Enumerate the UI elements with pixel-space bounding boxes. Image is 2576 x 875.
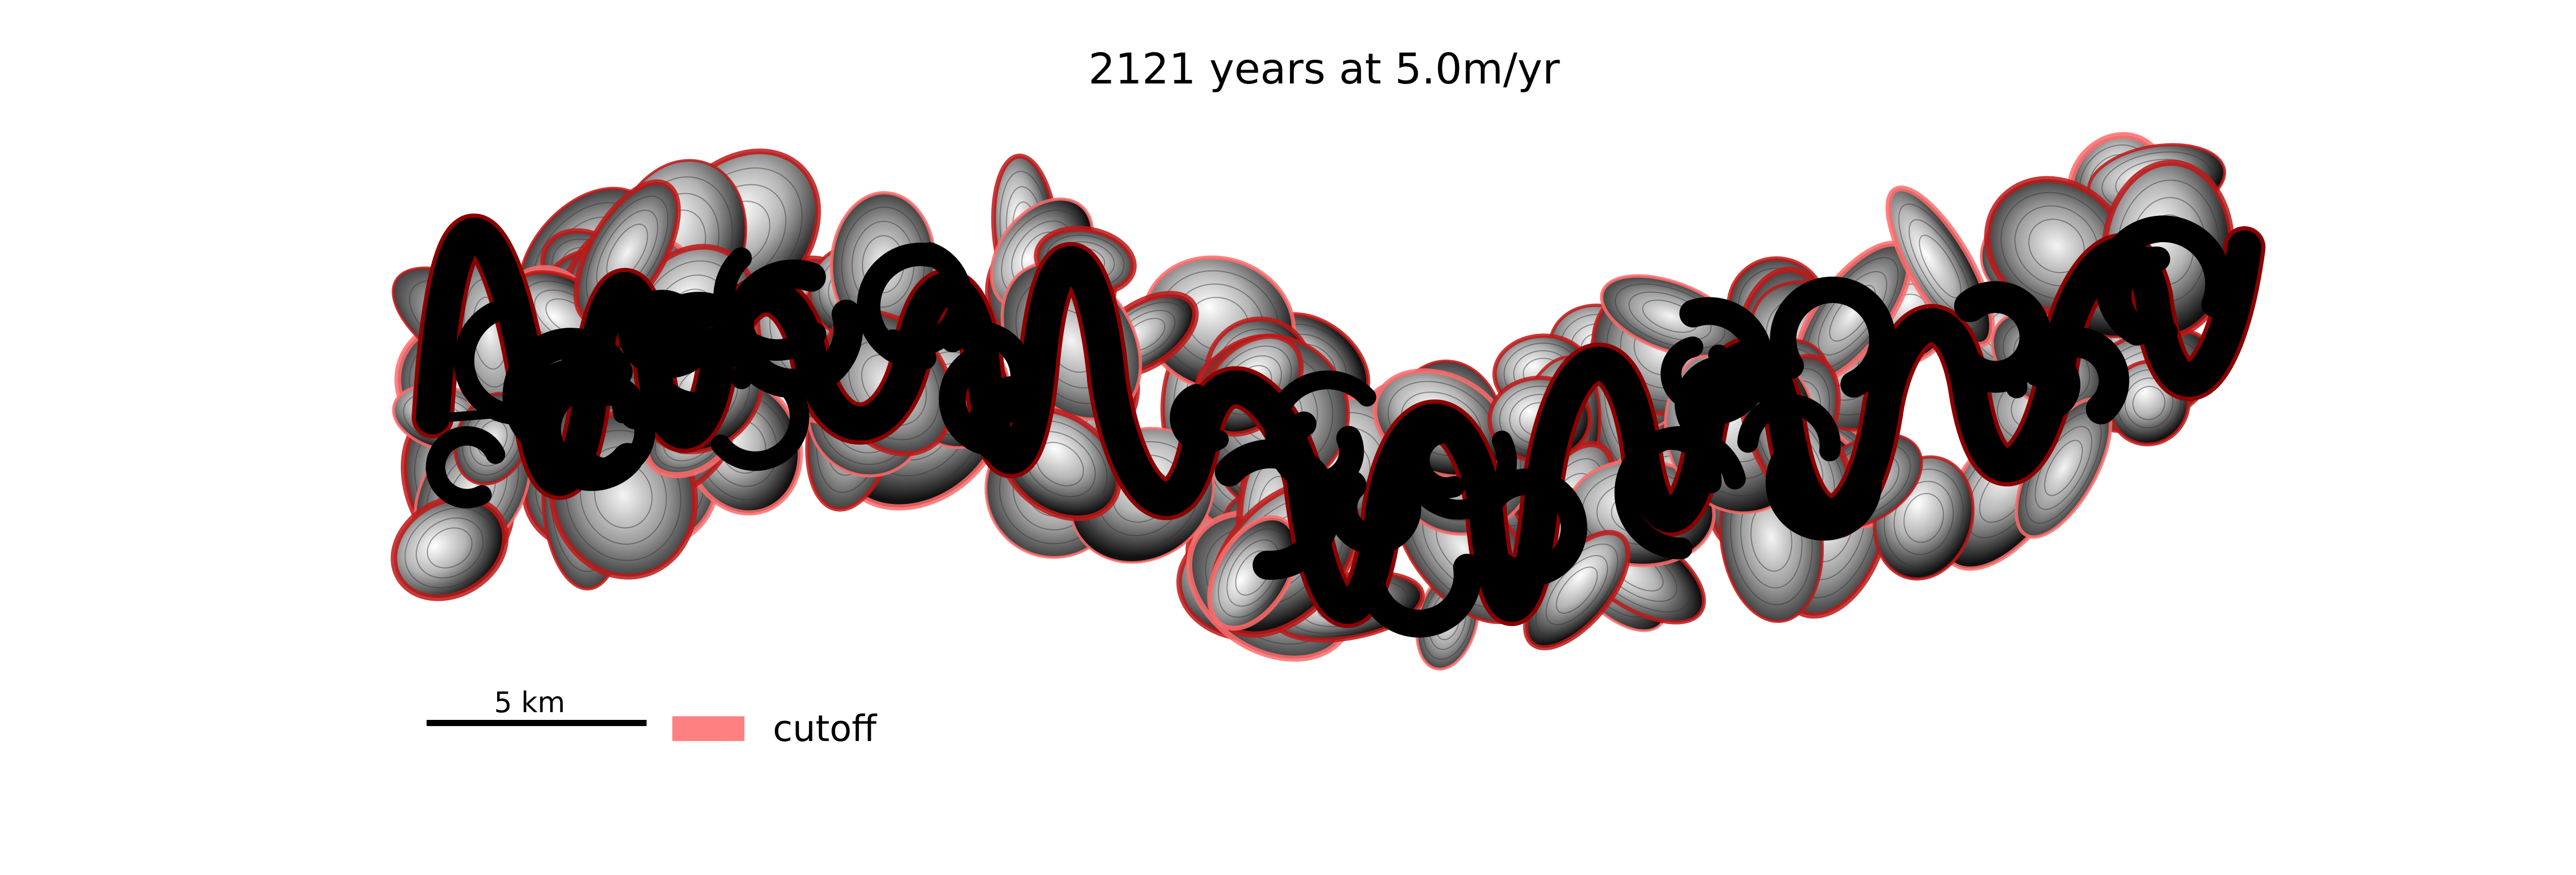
cutoff-lobe <box>1207 515 1299 631</box>
lobe-contour <box>1893 481 1954 556</box>
lobe-contour <box>1615 283 1725 349</box>
meander-loop <box>1770 276 1896 398</box>
meander-loop <box>1327 470 1421 555</box>
meander-loop <box>724 259 863 398</box>
meander-loop <box>1766 433 1883 541</box>
lobe-contour <box>2044 440 2083 496</box>
channel-path <box>416 217 2262 624</box>
lobe-contour <box>565 430 682 561</box>
lobe-contour <box>1545 555 1608 626</box>
meander-loop <box>941 321 1035 427</box>
lobe-contour <box>2132 385 2165 420</box>
meander-loop <box>1170 384 1229 453</box>
figure-title: 2121 years at 5.0m/yr <box>1088 45 1560 94</box>
legend-swatch-cutoff <box>672 716 744 741</box>
lobe-contour <box>1829 284 1876 342</box>
legend-label-cutoff: cutoff <box>773 708 877 750</box>
meander-loop <box>1947 281 2052 393</box>
lobe-contour <box>1898 203 1982 330</box>
lobe-contour <box>1555 566 1598 614</box>
lobe-contour <box>1226 539 1280 607</box>
meander-loop <box>1276 411 1364 496</box>
meander-loop <box>2107 246 2178 346</box>
lobe-contour <box>404 507 495 588</box>
meander-loop <box>882 242 972 357</box>
scale-bar: 5 km <box>427 686 647 726</box>
meander-belt <box>391 132 2266 671</box>
scale-bar-label: 5 km <box>494 686 565 719</box>
lobe-contour <box>580 446 667 545</box>
meander-loop <box>1737 394 1841 462</box>
meander-loop <box>1674 356 1768 450</box>
lobe-contour <box>1217 528 1289 618</box>
active-channel <box>412 213 2266 638</box>
meander-loop <box>1679 297 1774 426</box>
legend: cutoff <box>672 708 877 750</box>
meander-loop <box>426 426 505 509</box>
meander-loop <box>453 301 582 425</box>
meander-loop <box>1409 423 1465 498</box>
meander-loop <box>1473 468 1587 587</box>
meander-loop <box>1357 553 1482 638</box>
lobe-contour <box>427 527 473 569</box>
lobe-contour <box>1628 291 1712 341</box>
channel-inlet <box>428 397 561 423</box>
meander-loop <box>1620 429 1722 494</box>
lobe-contour <box>1903 493 1944 543</box>
meander-loop <box>2006 347 2080 422</box>
lobe-contour <box>415 517 484 579</box>
meander-loop <box>618 290 706 377</box>
